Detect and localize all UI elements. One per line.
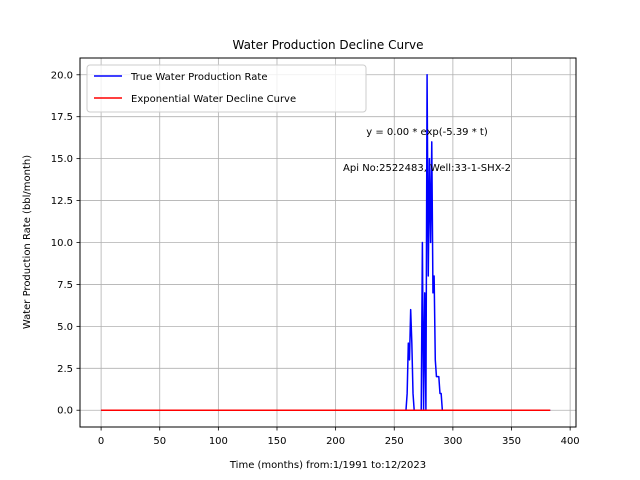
y-tick-label: 0.0 — [57, 406, 73, 417]
legend-label-exp-decline: Exponential Water Decline Curve — [131, 94, 296, 105]
legend-label-true-rate: True Water Production Rate — [130, 72, 267, 83]
equation-annotation: y = 0.00 * exp(-5.39 * t) — [366, 127, 488, 138]
y-tick-label: 5.0 — [57, 322, 73, 333]
y-tick-label: 12.5 — [51, 196, 73, 207]
axis-ticks: 0 50 100 150 200 250 300 350 400 0.0 2.5 5.0 7.5 10.0… — [51, 70, 580, 447]
x-tick-label: 250 — [385, 436, 404, 447]
y-tick-label: 10.0 — [51, 238, 73, 249]
legend: True Water Production Rate Exponential W… — [86, 64, 367, 113]
legend-box — [86, 64, 367, 113]
y-tick-label: 7.5 — [57, 280, 73, 291]
y-axis-label: Water Production Rate (bbl/month) — [22, 155, 33, 329]
y-tick-label: 17.5 — [51, 112, 73, 123]
x-tick-label: 150 — [267, 436, 286, 447]
x-tick-label: 300 — [443, 436, 462, 447]
chart-title: Water Production Decline Curve — [232, 38, 423, 52]
y-tick-label: 15.0 — [51, 154, 73, 165]
x-tick-label: 50 — [153, 436, 166, 447]
well-annotation: Api No:2522483, Well:33-1-SHX-2 — [343, 163, 511, 174]
x-tick-label: 100 — [209, 436, 228, 447]
plot-lines — [101, 74, 551, 411]
x-tick-label: 400 — [561, 436, 580, 447]
x-axis-label: Time (months) from:1/1991 to:12/2023 — [229, 460, 426, 471]
y-tick-label: 20.0 — [51, 70, 73, 81]
y-tick-label: 2.5 — [57, 364, 73, 375]
x-tick-label: 200 — [326, 436, 345, 447]
x-tick-label: 350 — [502, 436, 521, 447]
x-tick-label: 0 — [98, 436, 104, 447]
